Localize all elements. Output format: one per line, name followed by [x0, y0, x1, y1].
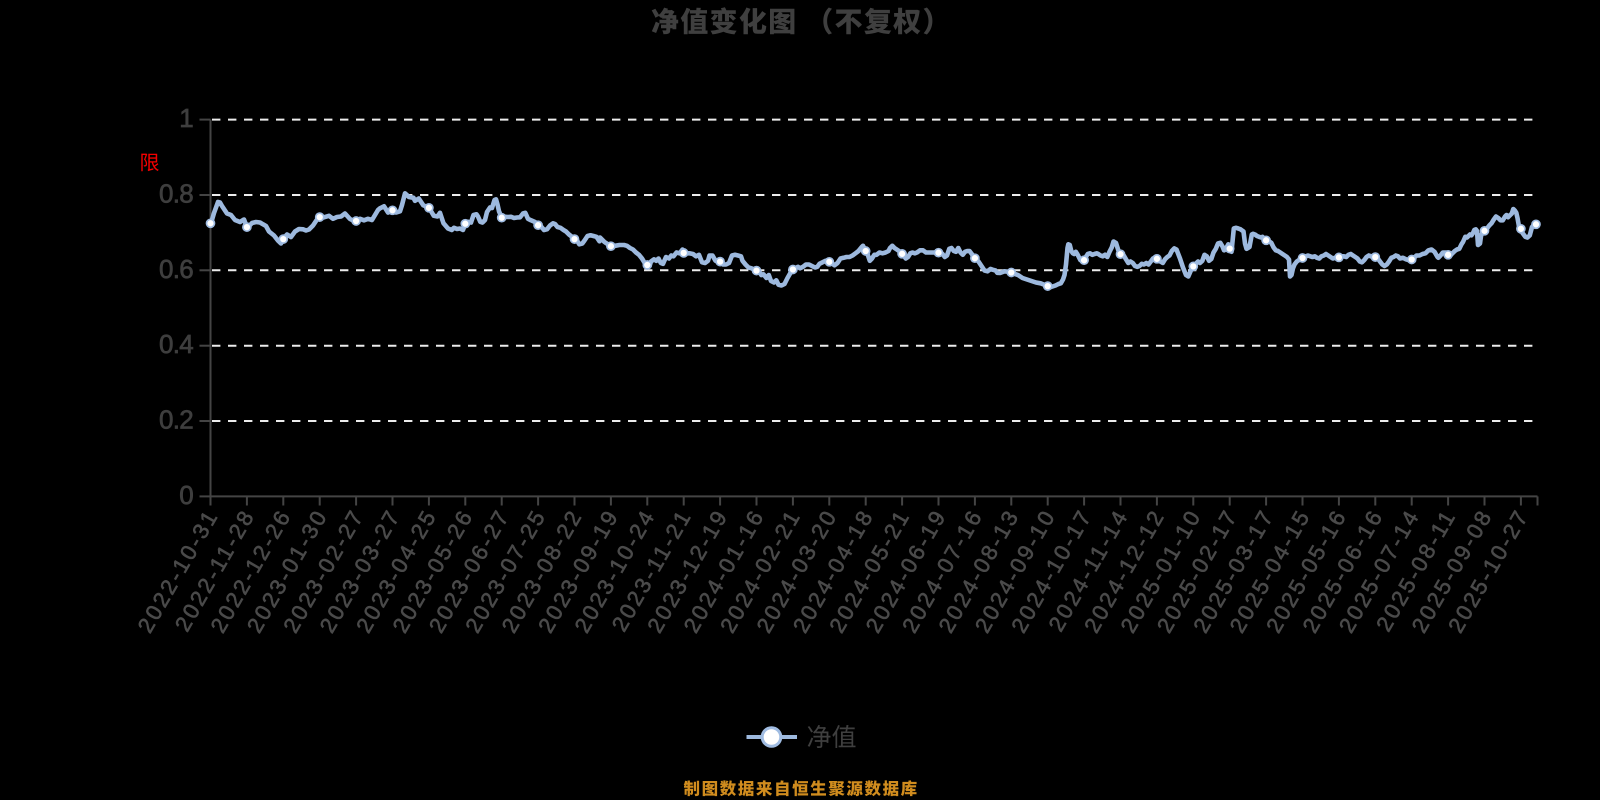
svg-text:0.2: 0.2 [159, 405, 193, 435]
svg-text:1: 1 [179, 103, 193, 133]
svg-text:0.4: 0.4 [159, 329, 193, 359]
svg-text:0.6: 0.6 [159, 254, 193, 284]
svg-text:0: 0 [179, 480, 193, 510]
svg-text:0.8: 0.8 [159, 179, 193, 209]
